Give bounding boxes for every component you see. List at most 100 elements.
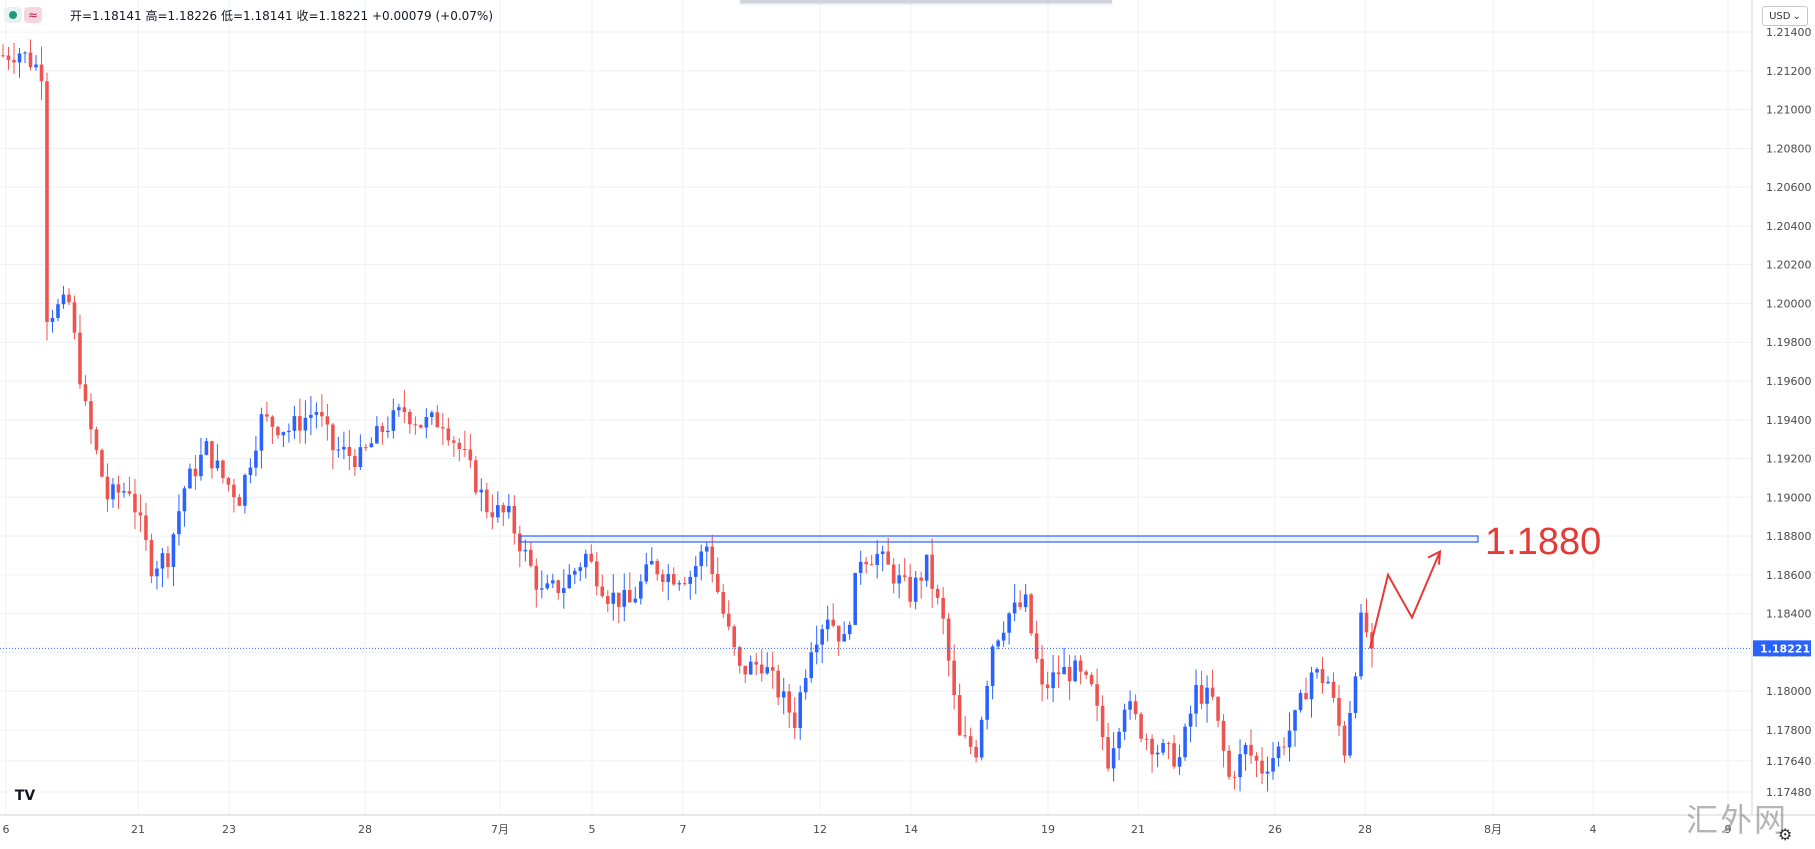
x-tick-label: 14	[904, 823, 918, 836]
candle-body	[50, 317, 55, 322]
currency-select[interactable]: USD ⌄	[1762, 6, 1808, 26]
candle-body	[270, 416, 275, 427]
candle-body	[748, 661, 753, 675]
candle-body	[408, 411, 412, 425]
candle-body	[649, 560, 654, 565]
candle-body	[1243, 744, 1248, 755]
x-tick-label: 28	[1358, 823, 1372, 836]
candle-body	[847, 624, 852, 635]
candle-body	[1062, 667, 1066, 675]
candle-body	[1161, 743, 1165, 753]
candle-body	[1304, 693, 1308, 700]
candle-body	[298, 416, 302, 431]
candle-body	[199, 454, 203, 477]
resistance-box[interactable]	[519, 535, 1479, 543]
candle-body	[935, 588, 940, 598]
candle-body	[1276, 746, 1281, 759]
candle-body	[188, 468, 192, 489]
last-price-label: 1.18221	[1760, 642, 1810, 655]
candle-body	[979, 719, 984, 758]
candle-body	[221, 460, 225, 479]
candle-body	[237, 497, 242, 506]
candle-body	[292, 416, 297, 431]
candle-body	[138, 512, 143, 516]
candle-body	[963, 735, 967, 737]
candle-body	[787, 691, 791, 713]
candle-body	[375, 426, 379, 444]
x-tick-label: 7月	[491, 823, 509, 836]
wave-icon[interactable]: ≈	[24, 7, 42, 23]
candle-body	[397, 407, 401, 411]
y-tick-label: 1.21000	[1766, 104, 1812, 117]
candle-body	[1040, 658, 1044, 685]
candle-body	[1216, 696, 1220, 721]
candle-body	[424, 417, 429, 428]
candle-body	[616, 592, 621, 607]
candle-body	[1073, 660, 1077, 682]
candle-body	[457, 442, 462, 450]
candle-body	[985, 685, 989, 720]
candle-body	[666, 574, 671, 582]
candle-body	[485, 489, 489, 513]
candle-body	[28, 52, 33, 68]
candle-body	[1337, 697, 1341, 726]
candle-body	[144, 515, 148, 541]
candle-body	[1298, 693, 1303, 711]
candle-body	[765, 667, 770, 674]
candle-body	[1210, 687, 1215, 697]
candle-body	[864, 561, 868, 565]
candle-body	[243, 475, 247, 506]
candle-body	[111, 484, 115, 500]
candle-body	[704, 546, 709, 552]
gear-icon[interactable]: ⚙	[1778, 825, 1793, 844]
y-tick-label: 1.18600	[1766, 569, 1812, 582]
candle-body	[627, 590, 632, 603]
candle-body	[127, 491, 132, 494]
candle-body	[1249, 744, 1253, 756]
candle-body	[902, 575, 907, 577]
arrow-head	[1427, 549, 1442, 565]
candle-body	[34, 64, 38, 68]
candle-body	[254, 450, 258, 468]
candle-body	[573, 570, 577, 575]
y-tick-label: 1.18400	[1766, 608, 1812, 621]
candle-body	[622, 590, 627, 607]
candle-body	[1183, 726, 1187, 758]
candle-body	[210, 441, 214, 469]
candle-body	[655, 560, 660, 575]
candle-body	[842, 634, 846, 642]
watermark: 汇外网	[1686, 801, 1789, 839]
candle-body	[545, 583, 550, 589]
eye-icon[interactable]	[4, 7, 22, 23]
candle-body	[584, 553, 588, 568]
y-tick-label: 1.17480	[1766, 786, 1812, 799]
candle-body	[314, 412, 319, 415]
candle-body	[974, 746, 978, 758]
x-tick-label: 5	[589, 823, 596, 836]
candle-body	[1205, 687, 1209, 704]
candle-body	[226, 478, 231, 485]
candle-body	[611, 592, 616, 604]
candle-body	[171, 534, 176, 567]
candle-body	[638, 581, 643, 599]
candle-body	[798, 692, 802, 728]
candle-body	[1221, 720, 1226, 751]
top-toolbar-tab[interactable]	[740, 0, 1112, 3]
candle-body	[1232, 776, 1237, 778]
tradingview-logo-icon[interactable]: TV	[10, 785, 40, 807]
candle-body	[1359, 612, 1363, 677]
candle-body	[732, 626, 737, 648]
candle-body	[1144, 738, 1149, 740]
y-tick-label: 1.20000	[1766, 297, 1812, 310]
candle-body	[149, 540, 154, 577]
candle-body	[1078, 660, 1083, 672]
candle-body	[853, 572, 857, 625]
candle-body	[12, 59, 16, 63]
last-price-badge	[1753, 640, 1811, 657]
candle-body	[946, 618, 951, 661]
candle-body	[94, 429, 99, 451]
candle-body	[869, 564, 874, 566]
candle-body	[1117, 731, 1121, 749]
